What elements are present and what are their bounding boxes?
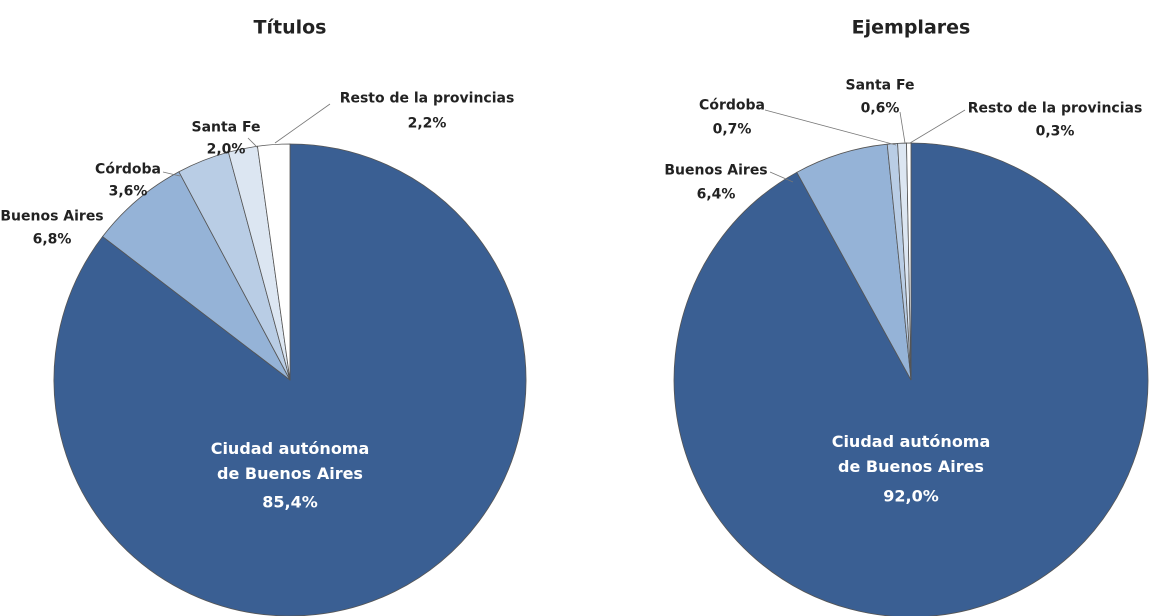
slice-value: 6,4% — [696, 186, 736, 203]
leader-line — [909, 109, 966, 144]
slice-label: Santa Fe — [191, 119, 261, 136]
slice-label: Buenos Aires — [0, 208, 104, 225]
slice-label: Ciudad autónoma de Buenos Aires — [831, 432, 991, 476]
slice-value: 2,0% — [206, 141, 246, 158]
slice-label: Resto de la provincias — [339, 90, 515, 107]
slice-value: 85,4% — [262, 492, 318, 512]
leader-line — [274, 103, 331, 144]
leader-line — [764, 109, 897, 146]
leader-line — [769, 171, 794, 183]
slice-label: Santa Fe — [845, 77, 915, 94]
slice-value: 92,0% — [883, 486, 939, 506]
slice-value: 0,3% — [1035, 123, 1075, 140]
slice-label: Resto de la provincias — [967, 100, 1143, 117]
slice-value: 2,2% — [407, 115, 447, 132]
chart-title: Ejemplares — [851, 16, 971, 39]
leader-line — [899, 111, 906, 144]
leader-line — [162, 171, 181, 177]
pie-slice — [257, 143, 291, 381]
slice-label: Córdoba — [95, 161, 161, 178]
slice-label: Ciudad autónoma de Buenos Aires — [210, 439, 370, 483]
slice-value: 3,6% — [108, 183, 148, 200]
slice-label: Buenos Aires — [664, 162, 768, 179]
chart-title: Títulos — [253, 16, 327, 39]
slice-label: Córdoba — [699, 97, 765, 114]
slice-value: 6,8% — [32, 231, 72, 248]
pie-slice — [53, 143, 527, 616]
slice-value: 0,6% — [860, 100, 900, 117]
leader-line — [247, 137, 259, 149]
slice-value: 0,7% — [712, 121, 752, 138]
pie-slice — [906, 142, 912, 381]
